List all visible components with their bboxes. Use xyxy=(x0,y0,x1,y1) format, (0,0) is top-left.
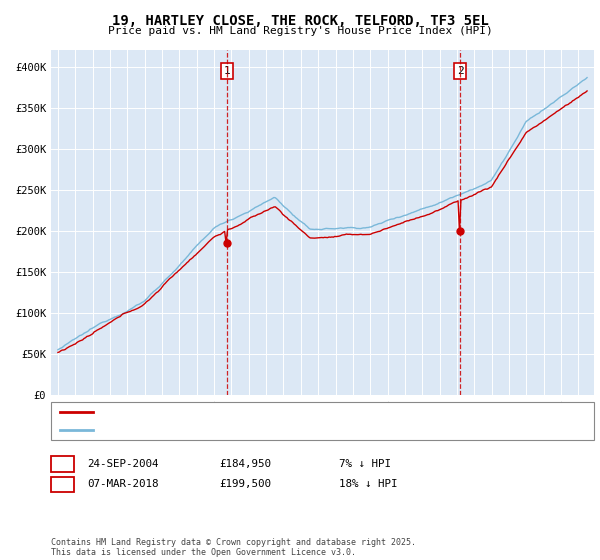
Text: 2: 2 xyxy=(59,479,66,489)
Text: 1: 1 xyxy=(223,66,230,76)
Text: Contains HM Land Registry data © Crown copyright and database right 2025.
This d: Contains HM Land Registry data © Crown c… xyxy=(51,538,416,557)
Text: 1: 1 xyxy=(59,459,66,469)
Text: 18% ↓ HPI: 18% ↓ HPI xyxy=(339,479,397,489)
Text: 24-SEP-2004: 24-SEP-2004 xyxy=(87,459,158,469)
Text: 07-MAR-2018: 07-MAR-2018 xyxy=(87,479,158,489)
Text: Price paid vs. HM Land Registry's House Price Index (HPI): Price paid vs. HM Land Registry's House … xyxy=(107,26,493,36)
Text: HPI: Average price, detached house, Telford and Wrekin: HPI: Average price, detached house, Telf… xyxy=(99,425,416,435)
Text: 7% ↓ HPI: 7% ↓ HPI xyxy=(339,459,391,469)
Text: 2: 2 xyxy=(457,66,463,76)
Text: 19, HARTLEY CLOSE, THE ROCK, TELFORD, TF3 5EL: 19, HARTLEY CLOSE, THE ROCK, TELFORD, TF… xyxy=(112,14,488,28)
Text: £199,500: £199,500 xyxy=(219,479,271,489)
Text: 19, HARTLEY CLOSE, THE ROCK, TELFORD, TF3 5EL (detached house): 19, HARTLEY CLOSE, THE ROCK, TELFORD, TF… xyxy=(99,407,463,417)
Text: £184,950: £184,950 xyxy=(219,459,271,469)
